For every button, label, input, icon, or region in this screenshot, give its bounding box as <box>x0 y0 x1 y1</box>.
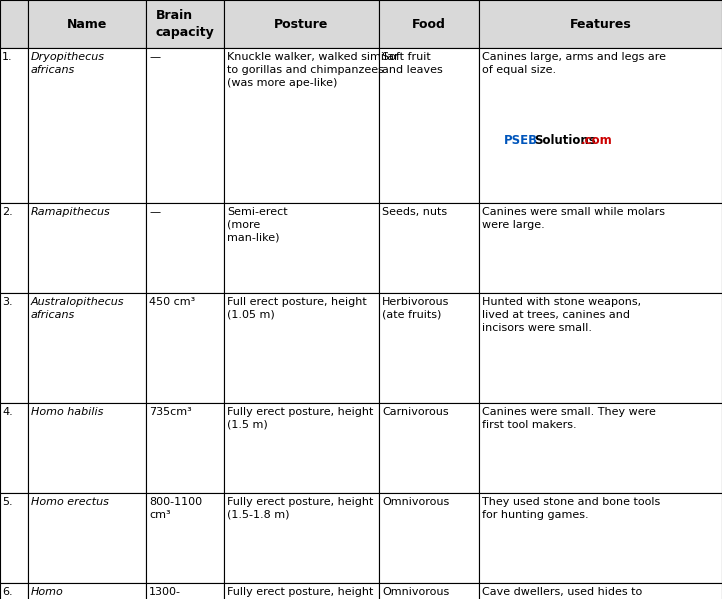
Text: 2.: 2. <box>2 207 13 217</box>
Bar <box>0 0 28 48</box>
Text: Carnivorous: Carnivorous <box>382 407 448 417</box>
Text: .com: .com <box>581 135 613 147</box>
Bar <box>479 0 722 48</box>
Text: Posture: Posture <box>274 17 329 31</box>
Text: Semi-erect
(more
man-like): Semi-erect (more man-like) <box>227 207 287 243</box>
Text: Food: Food <box>412 17 446 31</box>
Text: 5.: 5. <box>2 497 12 507</box>
Bar <box>379 0 479 48</box>
Bar <box>379 203 479 293</box>
Text: Homo
neanderthalnsis: Homo neanderthalnsis <box>31 587 121 599</box>
Bar <box>28 0 146 48</box>
Bar <box>479 403 722 493</box>
Bar <box>379 493 479 583</box>
Text: Canines large, arms and legs are
of equal size.: Canines large, arms and legs are of equa… <box>482 52 666 75</box>
Bar <box>224 293 379 403</box>
Bar <box>28 48 146 203</box>
Text: —: — <box>149 52 160 62</box>
Text: 735cm³: 735cm³ <box>149 407 192 417</box>
Text: Features: Features <box>570 17 631 31</box>
Bar <box>0 493 28 583</box>
Text: Canines were small. They were
first tool makers.: Canines were small. They were first tool… <box>482 407 656 430</box>
Bar <box>146 0 224 48</box>
Bar <box>479 293 722 403</box>
Bar <box>146 583 224 599</box>
Text: Omnivorous: Omnivorous <box>382 587 449 597</box>
Text: 1.: 1. <box>2 52 12 62</box>
Bar <box>28 203 146 293</box>
Text: 6.: 6. <box>2 587 12 597</box>
Text: 800-1100
cm³: 800-1100 cm³ <box>149 497 202 520</box>
Bar <box>0 403 28 493</box>
Bar <box>28 403 146 493</box>
Text: Name: Name <box>67 17 107 31</box>
Text: Homo erectus: Homo erectus <box>31 497 109 507</box>
Text: Full erect posture, height
(1.05 m): Full erect posture, height (1.05 m) <box>227 297 367 320</box>
Bar <box>224 583 379 599</box>
Text: Knuckle walker, walked similar
to gorillas and chimpanzees
(was more ape-like): Knuckle walker, walked similar to gorill… <box>227 52 399 87</box>
Text: They used stone and bone tools
for hunting games.: They used stone and bone tools for hunti… <box>482 497 660 520</box>
Text: Hunted with stone weapons,
lived at trees, canines and
incisors were small.: Hunted with stone weapons, lived at tree… <box>482 297 641 332</box>
Bar <box>479 48 722 203</box>
Bar <box>479 583 722 599</box>
Text: Fully erect posture, height
(1.5 m): Fully erect posture, height (1.5 m) <box>227 407 373 430</box>
Bar <box>479 203 722 293</box>
Text: Fully erect posture, height
(1.5-1.8 m): Fully erect posture, height (1.5-1.8 m) <box>227 497 373 520</box>
Text: Seeds, nuts: Seeds, nuts <box>382 207 447 217</box>
Bar <box>379 583 479 599</box>
Bar <box>0 48 28 203</box>
Bar <box>0 583 28 599</box>
Bar <box>28 493 146 583</box>
Text: Solutions: Solutions <box>534 135 596 147</box>
Bar <box>146 203 224 293</box>
Bar <box>379 403 479 493</box>
Text: Soft fruit
and leaves: Soft fruit and leaves <box>382 52 443 75</box>
Text: PSEB: PSEB <box>504 135 538 147</box>
Text: Brain
capacity: Brain capacity <box>156 9 214 39</box>
Text: Ramapithecus: Ramapithecus <box>31 207 110 217</box>
Bar <box>146 403 224 493</box>
Text: 3.: 3. <box>2 297 12 307</box>
Text: 4.: 4. <box>2 407 13 417</box>
Text: Dryopithecus
africans: Dryopithecus africans <box>31 52 105 75</box>
Text: 1300-
1600 cm³: 1300- 1600 cm³ <box>149 587 202 599</box>
Bar <box>0 293 28 403</box>
Bar <box>224 203 379 293</box>
Text: Homo habilis: Homo habilis <box>31 407 103 417</box>
Text: Omnivorous: Omnivorous <box>382 497 449 507</box>
Bar <box>224 48 379 203</box>
Bar <box>146 293 224 403</box>
Text: Canines were small while molars
were large.: Canines were small while molars were lar… <box>482 207 665 230</box>
Bar <box>28 583 146 599</box>
Bar <box>479 493 722 583</box>
Bar <box>0 203 28 293</box>
Text: Australopithecus
africans: Australopithecus africans <box>31 297 124 320</box>
Bar <box>379 293 479 403</box>
Bar <box>224 403 379 493</box>
Bar <box>224 493 379 583</box>
Text: Herbivorous
(ate fruits): Herbivorous (ate fruits) <box>382 297 449 320</box>
Bar <box>146 493 224 583</box>
Text: 450 cm³: 450 cm³ <box>149 297 195 307</box>
Text: Cave dwellers, used hides to
protect their bodies, and buried
their dead.: Cave dwellers, used hides to protect the… <box>482 587 659 599</box>
Text: Fully erect posture, height
(1.5-1.66 m): Fully erect posture, height (1.5-1.66 m) <box>227 587 373 599</box>
Text: —: — <box>149 207 160 217</box>
Bar <box>146 48 224 203</box>
Bar <box>379 48 479 203</box>
Bar <box>224 0 379 48</box>
Bar <box>28 293 146 403</box>
